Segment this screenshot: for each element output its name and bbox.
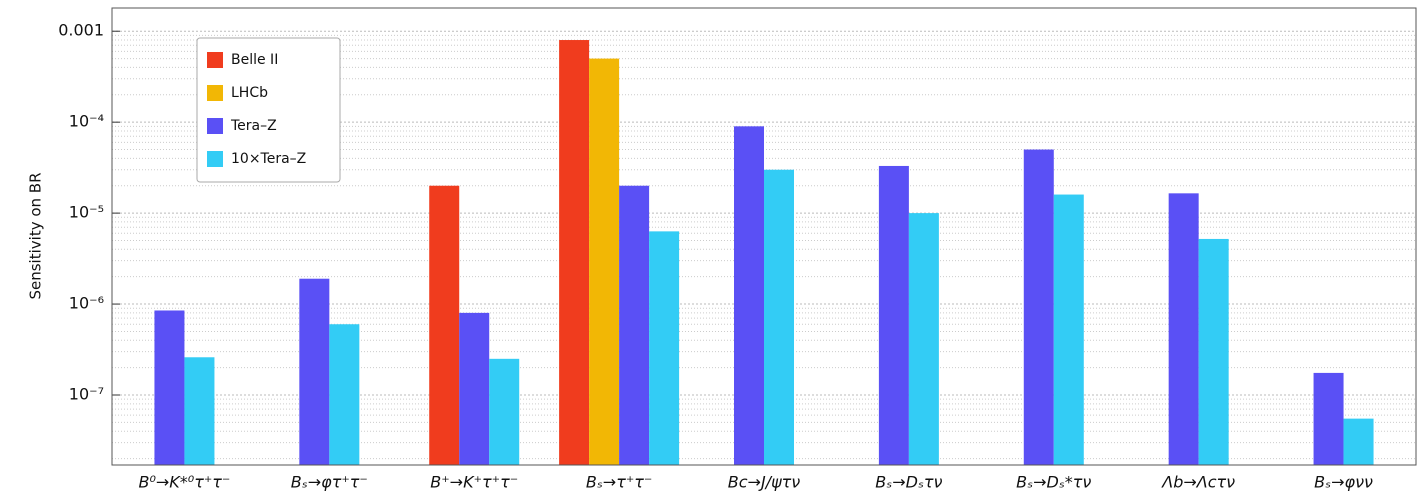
bar [299, 278, 330, 465]
bar [1168, 193, 1199, 465]
x-tick-label: Bₛ→Dₛ*τν [1016, 473, 1091, 492]
plot-frame [111, 7, 1417, 466]
bar [1023, 149, 1054, 465]
bar [878, 165, 909, 465]
bar [734, 126, 764, 465]
y-tick-label: 10⁻⁶ [69, 294, 104, 313]
legend-label: LHCb [231, 85, 268, 101]
bar [184, 357, 215, 465]
legend-label: 10×Tera–Z [231, 151, 306, 167]
y-axis-label: Sensitivity on BR [27, 172, 45, 299]
legend-swatch [207, 118, 223, 134]
bar [908, 213, 939, 465]
legend-label: Tera–Z [230, 118, 277, 134]
bar [1198, 238, 1229, 465]
bar [459, 312, 490, 465]
y-tick-label: 0.001 [58, 21, 104, 40]
bar [559, 40, 590, 466]
x-tick-label: Bₛ→φτ⁺τ⁻ [291, 473, 368, 492]
x-tick-label: Λb→Λcτν [1160, 473, 1235, 492]
bar [154, 310, 185, 465]
legend-box [196, 37, 341, 183]
legend-swatch [207, 85, 223, 101]
bar [429, 185, 460, 466]
x-tick-label: B⁰→K*⁰τ⁺τ⁻ [139, 473, 231, 492]
bar [1053, 194, 1084, 465]
bar [764, 169, 794, 465]
bar [589, 58, 620, 466]
bar [329, 324, 360, 465]
x-tick-label: Bₛ→φνν [1314, 473, 1373, 492]
legend-swatch [207, 151, 223, 167]
x-tick-label: B⁺→K⁺τ⁺τ⁻ [430, 473, 518, 492]
legend-label: Belle II [231, 52, 278, 68]
x-tick-label: Bₛ→Dₛτν [875, 473, 942, 492]
y-tick-label: 10⁻⁴ [69, 112, 104, 131]
y-tick-label: 10⁻⁵ [69, 203, 104, 222]
x-tick-label: Bc→J/ψτν [728, 473, 800, 492]
bar [1313, 372, 1344, 465]
x-tick-label: Bₛ→τ⁺τ⁻ [586, 473, 653, 492]
legend-swatch [207, 52, 223, 68]
bar [489, 358, 520, 465]
bar [619, 185, 650, 466]
bar [1343, 418, 1374, 465]
bar [649, 231, 680, 465]
y-tick-label: 10⁻⁷ [69, 385, 104, 404]
